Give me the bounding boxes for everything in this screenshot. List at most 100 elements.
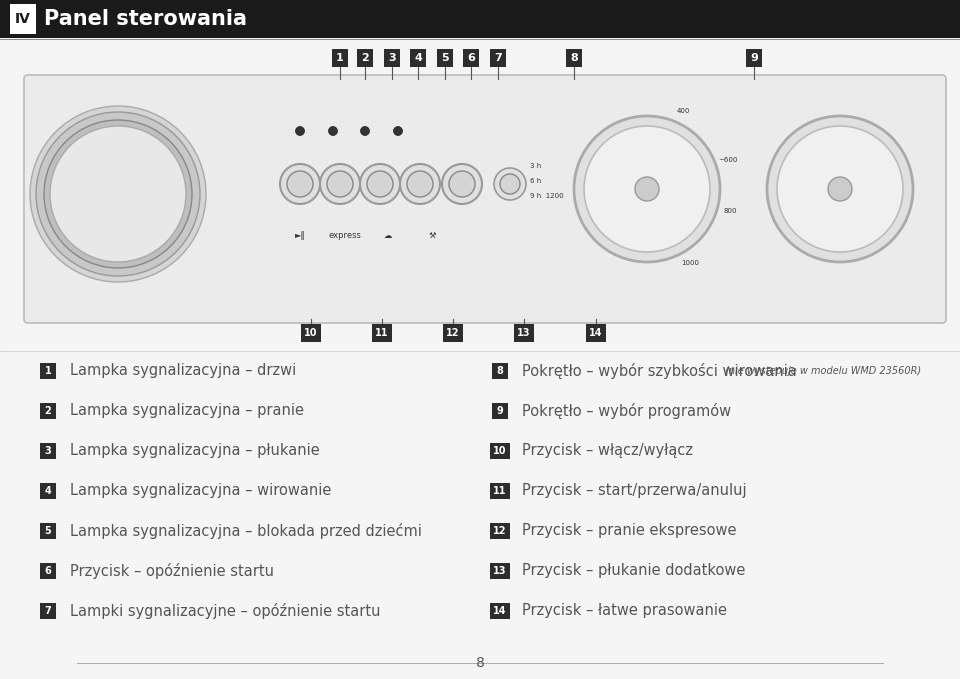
Text: 3: 3 [388, 53, 396, 63]
Text: 6: 6 [468, 53, 475, 63]
Text: Lampka sygnalizacyjna – płukanie: Lampka sygnalizacyjna – płukanie [70, 443, 320, 458]
Text: 13: 13 [493, 566, 507, 576]
Text: (nie występuje w modelu WMD 23560R): (nie występuje w modelu WMD 23560R) [722, 366, 921, 376]
Circle shape [407, 171, 433, 197]
Circle shape [320, 164, 360, 204]
Bar [40, 523, 56, 539]
Bar [490, 563, 510, 579]
Bar [40, 403, 56, 419]
Text: 8: 8 [475, 656, 485, 670]
Text: Panel sterowania: Panel sterowania [44, 9, 247, 29]
Text: 7: 7 [44, 606, 52, 616]
Circle shape [287, 171, 313, 197]
Circle shape [50, 126, 186, 262]
Text: Przycisk – włącz/wyłącz: Przycisk – włącz/wyłącz [522, 443, 693, 458]
Circle shape [584, 126, 710, 252]
Circle shape [777, 126, 903, 252]
Text: Przycisk – start/przerwa/anuluj: Przycisk – start/przerwa/anuluj [522, 483, 747, 498]
Text: 400: 400 [677, 108, 690, 114]
Bar [40, 603, 56, 619]
FancyBboxPatch shape [24, 75, 946, 323]
Text: Przycisk – płukanie dodatkowe: Przycisk – płukanie dodatkowe [522, 564, 745, 579]
Text: 12: 12 [446, 328, 460, 338]
Text: 4: 4 [414, 53, 422, 63]
Circle shape [828, 177, 852, 201]
Bar [437, 49, 453, 67]
Text: Przycisk – opóźnienie startu: Przycisk – opóźnienie startu [70, 563, 274, 579]
Bar [566, 49, 582, 67]
Text: Lampka sygnalizacyjna – drzwi: Lampka sygnalizacyjna – drzwi [70, 363, 297, 378]
Circle shape [296, 126, 304, 136]
Circle shape [449, 171, 475, 197]
Circle shape [44, 120, 192, 268]
Text: express: express [328, 230, 361, 240]
Bar [443, 324, 463, 342]
Bar [586, 324, 606, 342]
Text: 7: 7 [494, 53, 502, 63]
Text: Pokrętło – wybór programów: Pokrętło – wybór programów [522, 403, 732, 419]
Bar [40, 483, 56, 499]
Circle shape [500, 174, 520, 194]
Bar [463, 49, 479, 67]
Text: 1000: 1000 [681, 261, 699, 266]
Text: 4: 4 [44, 486, 52, 496]
Bar [490, 523, 510, 539]
Circle shape [328, 126, 338, 136]
Text: Przycisk – pranie ekspresowe: Przycisk – pranie ekspresowe [522, 524, 736, 538]
Bar [301, 324, 321, 342]
Text: 8: 8 [570, 53, 578, 63]
Circle shape [574, 116, 720, 262]
Bar [490, 443, 510, 459]
Text: 6: 6 [44, 566, 52, 576]
Text: 11: 11 [375, 328, 389, 338]
Text: Lampki sygnalizacyjne – opóźnienie startu: Lampki sygnalizacyjne – opóźnienie start… [70, 603, 380, 619]
Text: 9 h  1200: 9 h 1200 [530, 193, 564, 199]
Text: 13: 13 [517, 328, 531, 338]
Bar [10, 4, 36, 34]
Circle shape [367, 171, 393, 197]
Bar [490, 483, 510, 499]
Bar [40, 443, 56, 459]
Bar [384, 49, 400, 67]
Text: 8: 8 [496, 366, 503, 376]
Text: 9: 9 [750, 53, 758, 63]
Bar [372, 324, 392, 342]
Text: 2: 2 [361, 53, 369, 63]
Text: Lampka sygnalizacyjna – blokada przed dziećmi: Lampka sygnalizacyjna – blokada przed dz… [70, 523, 421, 539]
Circle shape [327, 171, 353, 197]
Text: Lampka sygnalizacyjna – pranie: Lampka sygnalizacyjna – pranie [70, 403, 304, 418]
Text: 1: 1 [336, 53, 344, 63]
Circle shape [361, 126, 370, 136]
Text: 1: 1 [44, 366, 52, 376]
Text: 3 h: 3 h [530, 163, 541, 169]
Text: ⚒: ⚒ [428, 230, 436, 240]
Circle shape [400, 164, 440, 204]
Circle shape [30, 106, 206, 282]
Circle shape [635, 177, 659, 201]
Text: Pokrętło – wybór szybkości wirowania: Pokrętło – wybór szybkości wirowania [522, 363, 797, 379]
Bar [490, 49, 506, 67]
Bar [492, 363, 508, 379]
Bar [492, 403, 508, 419]
Text: 14: 14 [589, 328, 603, 338]
Text: 2: 2 [44, 406, 52, 416]
Text: IV: IV [15, 12, 31, 26]
Bar [0, 0, 960, 38]
Bar [332, 49, 348, 67]
Text: 12: 12 [493, 526, 507, 536]
Text: 10: 10 [304, 328, 318, 338]
Circle shape [494, 168, 526, 200]
Circle shape [360, 164, 400, 204]
Text: Lampka sygnalizacyjna – wirowanie: Lampka sygnalizacyjna – wirowanie [70, 483, 331, 498]
Circle shape [442, 164, 482, 204]
Text: 9: 9 [496, 406, 503, 416]
Text: 5: 5 [44, 526, 52, 536]
Bar [410, 49, 426, 67]
Circle shape [394, 126, 402, 136]
Bar [357, 49, 373, 67]
Text: 11: 11 [493, 486, 507, 496]
Text: 5: 5 [442, 53, 449, 63]
Text: ~600: ~600 [718, 157, 737, 162]
Text: ►‖: ►‖ [295, 230, 305, 240]
Bar [514, 324, 534, 342]
